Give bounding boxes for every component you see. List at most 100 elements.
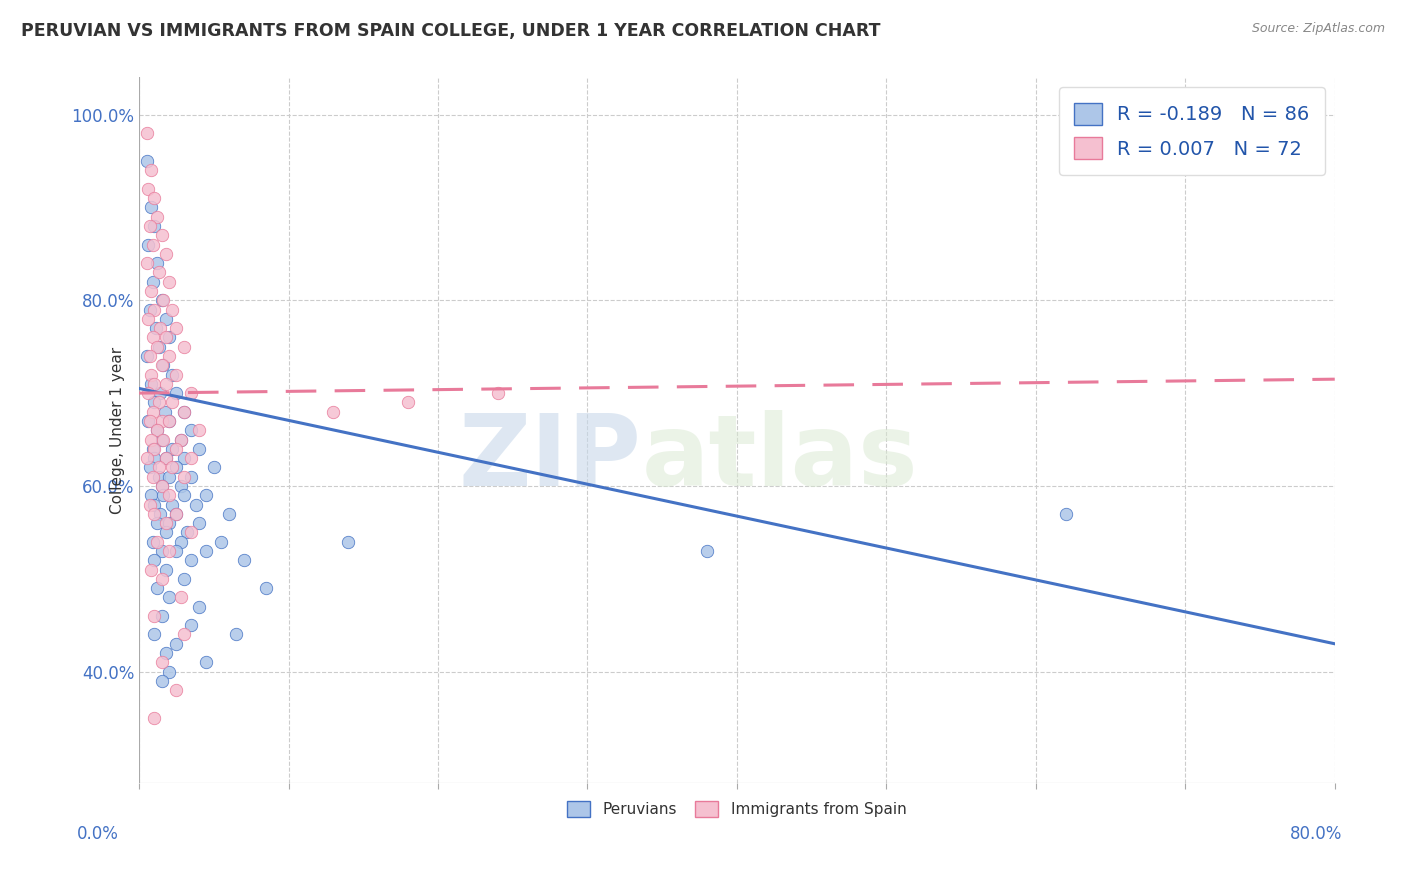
Point xyxy=(146,423,169,437)
Point xyxy=(180,469,202,483)
Point xyxy=(136,414,159,428)
Point xyxy=(218,507,240,521)
Point xyxy=(166,460,188,475)
Point xyxy=(143,553,166,567)
Point xyxy=(142,442,165,456)
Point xyxy=(149,321,172,335)
Point xyxy=(139,488,162,502)
Point xyxy=(150,544,173,558)
Point xyxy=(486,386,509,401)
Point xyxy=(142,534,165,549)
Point xyxy=(157,488,180,502)
Point xyxy=(170,591,193,605)
Point xyxy=(135,153,157,168)
Point xyxy=(202,460,225,475)
Point xyxy=(166,637,188,651)
Point xyxy=(173,488,195,502)
Point xyxy=(173,572,195,586)
Point xyxy=(143,451,166,466)
Point xyxy=(160,460,183,475)
Point xyxy=(170,534,193,549)
Point xyxy=(136,386,159,401)
Point xyxy=(195,544,218,558)
Point xyxy=(157,544,180,558)
Point xyxy=(148,460,170,475)
Point xyxy=(143,395,166,409)
Point xyxy=(170,433,193,447)
Point xyxy=(173,469,195,483)
Point xyxy=(155,525,177,540)
Text: 0.0%: 0.0% xyxy=(77,825,120,843)
Point xyxy=(180,618,202,632)
Point xyxy=(166,507,188,521)
Legend: Peruvians, Immigrants from Spain: Peruvians, Immigrants from Spain xyxy=(560,793,914,825)
Point xyxy=(157,591,180,605)
Point xyxy=(139,376,162,391)
Point xyxy=(135,126,157,140)
Point xyxy=(139,284,162,298)
Point xyxy=(150,572,173,586)
Point xyxy=(150,228,173,243)
Point xyxy=(322,405,344,419)
Point xyxy=(150,433,173,447)
Point xyxy=(143,608,166,623)
Point xyxy=(139,201,162,215)
Text: atlas: atlas xyxy=(641,410,918,507)
Point xyxy=(143,191,166,205)
Point xyxy=(136,237,159,252)
Point xyxy=(173,627,195,641)
Point xyxy=(135,256,157,270)
Point xyxy=(146,340,169,354)
Point xyxy=(142,275,165,289)
Point xyxy=(146,256,169,270)
Point xyxy=(143,507,166,521)
Point xyxy=(180,386,202,401)
Point xyxy=(142,405,165,419)
Point xyxy=(142,237,165,252)
Point xyxy=(337,534,360,549)
Point xyxy=(155,451,177,466)
Point xyxy=(143,498,166,512)
Point xyxy=(173,405,195,419)
Point xyxy=(180,525,202,540)
Point xyxy=(166,321,188,335)
Point xyxy=(166,368,188,382)
Point xyxy=(143,627,166,641)
Point xyxy=(157,469,180,483)
Point xyxy=(173,340,195,354)
Point xyxy=(138,460,160,475)
Point xyxy=(155,330,177,344)
Point xyxy=(150,656,173,670)
Point xyxy=(148,469,170,483)
Point xyxy=(138,349,160,363)
Point xyxy=(139,562,162,576)
Point xyxy=(150,414,173,428)
Point xyxy=(157,414,180,428)
Point xyxy=(146,516,169,530)
Point xyxy=(135,451,157,466)
Point xyxy=(138,219,160,233)
Point xyxy=(160,368,183,382)
Point xyxy=(160,395,183,409)
Point xyxy=(232,553,254,567)
Point xyxy=(160,498,183,512)
Point xyxy=(150,293,173,308)
Point xyxy=(155,646,177,660)
Point xyxy=(195,488,218,502)
Point xyxy=(148,395,170,409)
Point xyxy=(149,507,172,521)
Point xyxy=(166,683,188,698)
Point xyxy=(135,349,157,363)
Point xyxy=(396,395,419,409)
Point xyxy=(173,405,195,419)
Point xyxy=(146,581,169,595)
Point xyxy=(157,330,180,344)
Point xyxy=(138,414,160,428)
Point xyxy=(143,711,166,725)
Point xyxy=(157,349,180,363)
Point xyxy=(225,627,247,641)
Point xyxy=(180,553,202,567)
Point xyxy=(157,665,180,679)
Point xyxy=(173,451,195,466)
Point xyxy=(160,442,183,456)
